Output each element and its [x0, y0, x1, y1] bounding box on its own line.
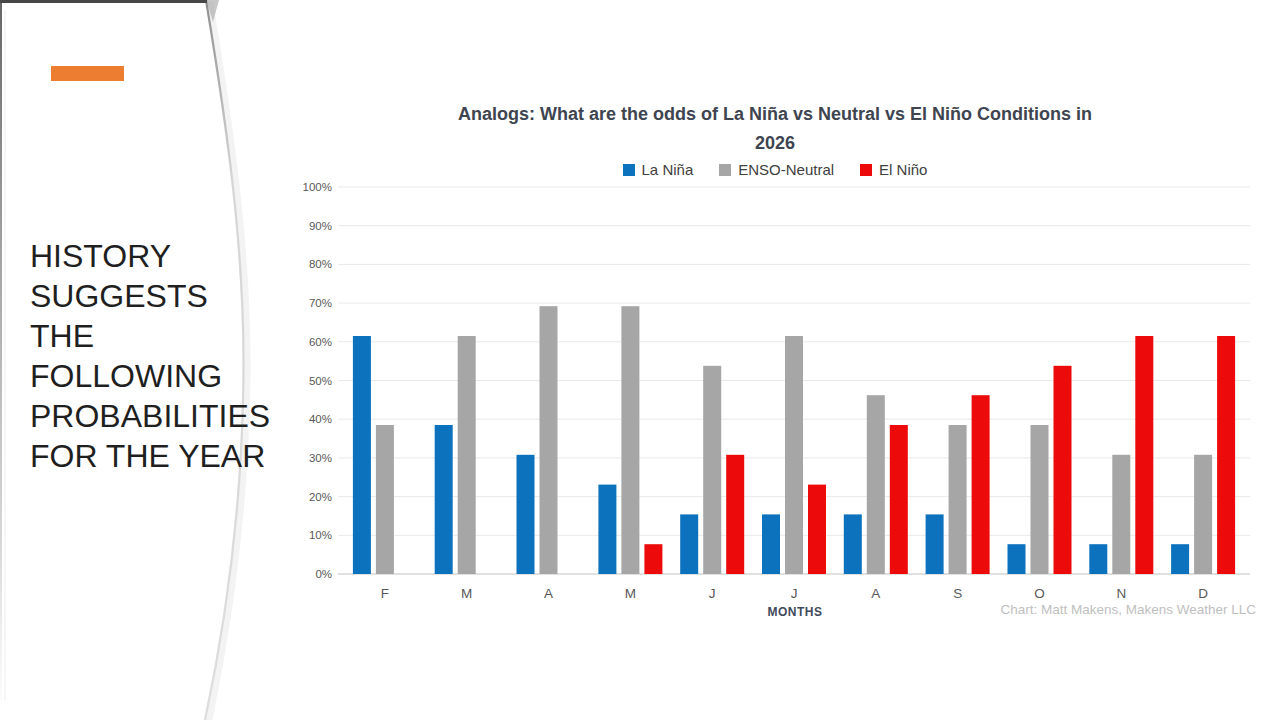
y-tick-label: 100%: [303, 181, 332, 193]
bar-ENSO-Neutral-A6: [867, 395, 885, 574]
presentation-slide: HISTORY SUGGESTS THE FOLLOWING PROBABILI…: [0, 0, 1280, 720]
x-tick-label: D: [1198, 586, 1208, 601]
y-tick-label: 20%: [309, 491, 332, 503]
y-tick-label: 30%: [309, 452, 332, 464]
chart-title: Analogs: What are the odds of La Niña vs…: [330, 100, 1220, 158]
legend-item: El Niño: [860, 161, 927, 178]
bar-ENSO-Neutral-O8: [1031, 425, 1049, 574]
accent-bar: [51, 66, 124, 81]
bar-ENSO-Neutral-M3: [621, 306, 639, 574]
bar-ENSO-Neutral-D10: [1194, 455, 1212, 574]
legend-swatch-icon: [623, 164, 635, 176]
heading-line: FOLLOWING: [30, 356, 270, 396]
page-curl-corner: [206, 0, 219, 22]
x-tick-label: S: [953, 586, 962, 601]
y-tick-label: 60%: [309, 336, 332, 348]
y-tick-label: 40%: [309, 413, 332, 425]
heading-line: PROBABILITIES: [30, 396, 270, 436]
x-tick-label: J: [791, 586, 798, 601]
bar-El Niño-M3: [644, 544, 662, 574]
bar-El Niño-N9: [1135, 336, 1153, 574]
heading-line: SUGGESTS: [30, 276, 270, 316]
bar-La Niña-M1: [435, 425, 453, 574]
x-tick-label: N: [1116, 586, 1126, 601]
y-tick-label: 10%: [309, 529, 332, 541]
bar-La Niña-F0: [353, 336, 371, 574]
legend-label: El Niño: [879, 161, 927, 178]
bar-La Niña-D10: [1171, 544, 1189, 574]
bar-El Niño-J4: [726, 455, 744, 574]
bar-El Niño-D10: [1217, 336, 1235, 574]
bar-La Niña-J5: [762, 514, 780, 574]
bar-El Niño-J5: [808, 485, 826, 574]
heading-line: FOR THE YEAR: [30, 436, 270, 476]
x-tick-label: O: [1034, 586, 1045, 601]
chart-title-line-2: 2026: [330, 129, 1220, 158]
bar-El Niño-S7: [972, 395, 990, 574]
legend-item: La Niña: [623, 161, 694, 178]
x-tick-label: A: [544, 586, 553, 601]
bar-La Niña-O8: [1008, 544, 1026, 574]
bar-ENSO-Neutral-F0: [376, 425, 394, 574]
legend-label: La Niña: [642, 161, 694, 178]
bar-El Niño-O8: [1054, 366, 1072, 574]
y-tick-label: 80%: [309, 258, 332, 270]
legend-item: ENSO-Neutral: [719, 161, 834, 178]
slide-heading: HISTORY SUGGESTS THE FOLLOWING PROBABILI…: [30, 236, 270, 476]
x-tick-label: A: [871, 586, 880, 601]
x-tick-label: F: [381, 586, 389, 601]
chart-title-line-1: Analogs: What are the odds of La Niña vs…: [330, 100, 1220, 129]
bar-ENSO-Neutral-A2: [540, 306, 558, 574]
bar-La Niña-A2: [517, 455, 535, 574]
legend-label: ENSO-Neutral: [738, 161, 834, 178]
x-tick-label: M: [625, 586, 636, 601]
bar-La Niña-N9: [1089, 544, 1107, 574]
bar-ENSO-Neutral-J5: [785, 336, 803, 574]
bar-La Niña-M3: [598, 485, 616, 574]
legend-swatch-icon: [860, 164, 872, 176]
bar-La Niña-A6: [844, 514, 862, 574]
chart-attribution: Chart: Matt Makens, Makens Weather LLC: [860, 602, 1256, 617]
y-tick-label: 0%: [315, 568, 332, 580]
x-tick-label: M: [461, 586, 472, 601]
bar-ENSO-Neutral-J4: [703, 366, 721, 574]
bar-El Niño-A6: [890, 425, 908, 574]
y-tick-label: 90%: [309, 220, 332, 232]
bar-La Niña-J4: [680, 514, 698, 574]
y-tick-label: 50%: [309, 375, 332, 387]
bar-La Niña-S7: [926, 514, 944, 574]
chart-legend: La Niña ENSO-Neutral El Niño: [330, 161, 1220, 178]
bar-ENSO-Neutral-S7: [949, 425, 967, 574]
heading-line: HISTORY: [30, 236, 270, 276]
legend-swatch-icon: [719, 164, 731, 176]
y-tick-label: 70%: [309, 297, 332, 309]
bar-ENSO-Neutral-M1: [458, 336, 476, 574]
bar-ENSO-Neutral-N9: [1112, 455, 1130, 574]
heading-line: THE: [30, 316, 270, 356]
x-tick-label: J: [709, 586, 716, 601]
